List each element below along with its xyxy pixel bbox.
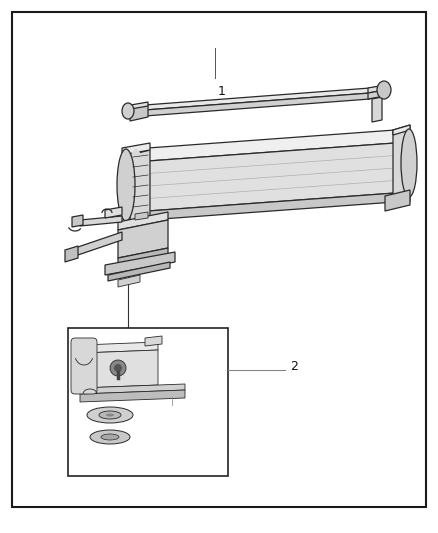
Polygon shape — [80, 384, 185, 394]
Polygon shape — [80, 390, 185, 402]
Polygon shape — [122, 143, 150, 155]
Text: |: | — [170, 398, 173, 407]
Polygon shape — [148, 130, 395, 161]
Ellipse shape — [106, 414, 114, 416]
Polygon shape — [118, 248, 168, 266]
Polygon shape — [105, 252, 175, 275]
Polygon shape — [75, 232, 122, 256]
Polygon shape — [130, 104, 148, 121]
Polygon shape — [148, 143, 395, 211]
Ellipse shape — [99, 411, 121, 419]
Circle shape — [114, 364, 122, 372]
Polygon shape — [82, 342, 158, 353]
Polygon shape — [130, 150, 150, 225]
Polygon shape — [145, 88, 370, 110]
FancyBboxPatch shape — [71, 338, 97, 394]
Polygon shape — [82, 350, 158, 388]
Ellipse shape — [117, 149, 135, 221]
Ellipse shape — [87, 407, 133, 423]
Polygon shape — [80, 216, 122, 226]
Polygon shape — [145, 336, 162, 346]
Polygon shape — [108, 262, 170, 281]
Polygon shape — [118, 220, 168, 258]
Polygon shape — [393, 192, 410, 206]
Ellipse shape — [101, 434, 119, 440]
Polygon shape — [125, 102, 148, 110]
Polygon shape — [72, 215, 83, 227]
Polygon shape — [148, 193, 395, 220]
Ellipse shape — [90, 430, 130, 444]
Bar — [68, 328, 228, 476]
Polygon shape — [368, 85, 385, 93]
Text: 1: 1 — [218, 85, 226, 98]
Circle shape — [110, 360, 126, 376]
Polygon shape — [368, 90, 385, 99]
Ellipse shape — [127, 149, 145, 221]
Polygon shape — [385, 190, 410, 211]
Polygon shape — [118, 275, 140, 287]
Polygon shape — [145, 93, 370, 116]
Text: 2: 2 — [290, 360, 298, 374]
Polygon shape — [393, 125, 410, 135]
Polygon shape — [372, 97, 382, 122]
Polygon shape — [65, 246, 78, 262]
Ellipse shape — [122, 103, 134, 119]
Polygon shape — [118, 212, 168, 230]
Polygon shape — [105, 207, 122, 218]
Ellipse shape — [401, 129, 417, 197]
Polygon shape — [393, 125, 410, 201]
Ellipse shape — [377, 81, 391, 99]
Polygon shape — [135, 212, 148, 220]
